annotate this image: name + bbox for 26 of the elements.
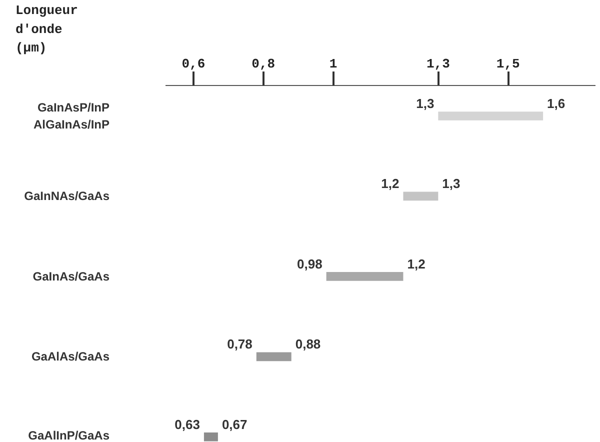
y-tick-label: GaInNAs/GaAs xyxy=(24,189,110,204)
y-tick-label: GaAlAs/GaAs xyxy=(31,350,110,364)
annotation: 1,6 xyxy=(547,96,566,111)
x-tick-label: 1 xyxy=(329,56,338,72)
annotation: 1,2 xyxy=(407,256,426,272)
annotation: 0,98 xyxy=(297,256,322,272)
x-tick-label: 0,6 xyxy=(182,56,206,72)
annotation: 1,2 xyxy=(381,176,400,192)
x-tick-label: 1,5 xyxy=(496,56,520,72)
annotation: 0,67 xyxy=(222,416,248,432)
x-axis-title: Longueur d'onde (µm) xyxy=(16,3,78,56)
bar xyxy=(326,272,404,281)
annotation: 1,3 xyxy=(416,96,434,111)
bar xyxy=(204,432,218,442)
y-tick-label: GaInAs/GaAs xyxy=(32,269,110,284)
bar xyxy=(256,352,292,362)
x-tick-label: 0,8 xyxy=(252,56,276,72)
y-tick-label: GaAlInP/GaAs xyxy=(28,428,110,442)
x-tick-label: 1,3 xyxy=(426,56,450,72)
annotation: 0,88 xyxy=(295,336,321,352)
annotation: 0,63 xyxy=(174,416,200,432)
bar xyxy=(403,192,438,201)
bar xyxy=(438,112,544,120)
annotation: 0,78 xyxy=(227,336,252,352)
annotation: 1,3 xyxy=(442,176,460,192)
y-tick-label: GaInAsP/InP AlGaInAs/InP xyxy=(33,100,110,132)
